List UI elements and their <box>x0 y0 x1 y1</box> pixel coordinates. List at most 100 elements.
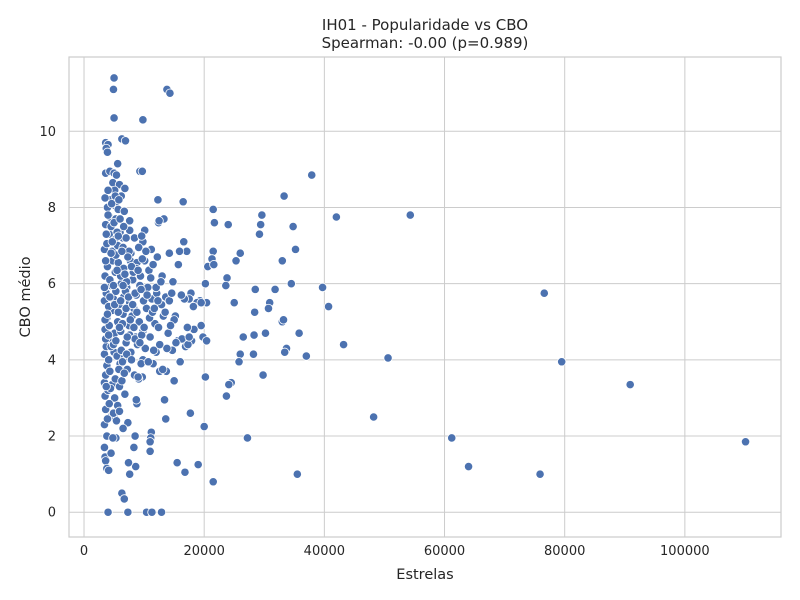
data-point <box>405 210 415 220</box>
data-points <box>99 73 751 517</box>
data-point <box>120 389 130 399</box>
data-point <box>128 300 138 310</box>
data-point <box>113 231 123 241</box>
data-point <box>369 412 379 422</box>
data-point <box>209 260 219 270</box>
chart-title: IH01 - Popularidade vs CBO <box>322 16 528 34</box>
data-point <box>288 221 298 232</box>
data-point <box>163 328 173 338</box>
data-point <box>155 340 165 350</box>
data-point <box>171 338 181 348</box>
x-tick-label: 40000 <box>304 544 345 559</box>
data-point <box>221 391 232 401</box>
y-axis-label: CBO médio <box>18 256 34 337</box>
data-point <box>200 372 210 382</box>
data-point <box>200 279 210 289</box>
data-point <box>234 357 244 367</box>
data-point <box>126 355 137 365</box>
data-point <box>134 242 144 253</box>
data-point <box>129 442 139 453</box>
tick-labels: 0 20000 40000 60000 80000 100000 0 2 4 6 8 10 <box>39 125 709 559</box>
data-point <box>154 216 164 226</box>
data-point <box>125 315 135 325</box>
data-point <box>137 254 147 264</box>
data-point <box>108 433 118 443</box>
data-point <box>101 256 111 266</box>
data-point <box>121 233 131 243</box>
data-point <box>158 364 168 374</box>
data-point <box>104 399 114 409</box>
data-point <box>250 284 260 294</box>
data-point <box>162 343 172 354</box>
data-point <box>235 248 245 258</box>
data-point <box>131 461 141 472</box>
data-point <box>175 357 185 367</box>
data-point <box>112 265 122 275</box>
data-point <box>117 376 127 386</box>
x-tick-label: 100000 <box>660 544 710 559</box>
data-point <box>146 273 156 283</box>
data-point <box>120 136 131 146</box>
data-point <box>153 322 164 333</box>
data-point <box>109 113 119 123</box>
data-point <box>103 507 113 517</box>
data-point <box>199 421 209 432</box>
data-point <box>161 414 171 424</box>
data-point <box>107 199 117 209</box>
y-tick-label: 2 <box>48 430 56 445</box>
data-point <box>123 252 133 262</box>
data-point <box>129 322 139 333</box>
data-point <box>185 408 195 418</box>
data-point <box>179 237 189 247</box>
data-point <box>242 433 253 443</box>
data-point <box>137 231 147 241</box>
data-point <box>119 368 129 378</box>
data-point <box>135 338 145 348</box>
data-point <box>114 195 124 205</box>
data-point <box>153 195 163 205</box>
data-point <box>176 290 186 300</box>
plot-frame <box>68 56 782 538</box>
data-point <box>153 296 163 306</box>
data-point <box>257 210 267 220</box>
data-point <box>119 206 129 216</box>
data-point <box>130 431 140 441</box>
data-point <box>137 330 147 340</box>
data-point <box>224 380 234 390</box>
data-point <box>118 280 128 291</box>
data-point <box>258 370 268 380</box>
data-point <box>100 193 110 203</box>
data-point <box>102 309 113 319</box>
data-point <box>109 73 119 83</box>
data-point <box>111 170 122 180</box>
data-point <box>263 303 274 314</box>
data-point <box>149 303 159 314</box>
data-point <box>99 282 110 293</box>
data-point <box>101 456 111 466</box>
data-point <box>123 507 133 517</box>
data-point <box>117 357 128 367</box>
data-point <box>101 229 111 239</box>
data-point <box>208 477 218 487</box>
data-point <box>231 256 241 266</box>
data-point <box>108 280 119 291</box>
data-point <box>317 282 328 293</box>
data-point <box>115 214 125 224</box>
data-point <box>235 349 245 359</box>
data-point <box>113 159 123 169</box>
data-point <box>145 437 155 447</box>
data-point <box>278 315 289 325</box>
y-tick-label: 4 <box>48 353 56 368</box>
data-point <box>557 357 567 367</box>
data-point <box>180 467 190 477</box>
data-point <box>196 298 206 308</box>
data-point <box>139 322 149 333</box>
y-tick-label: 0 <box>48 506 56 521</box>
data-point <box>279 191 289 201</box>
data-point <box>188 301 198 312</box>
data-point <box>165 88 175 98</box>
chart-subtitle: Spearman: -0.00 (p=0.989) <box>322 34 529 52</box>
data-point <box>120 269 130 279</box>
data-point <box>103 185 113 195</box>
